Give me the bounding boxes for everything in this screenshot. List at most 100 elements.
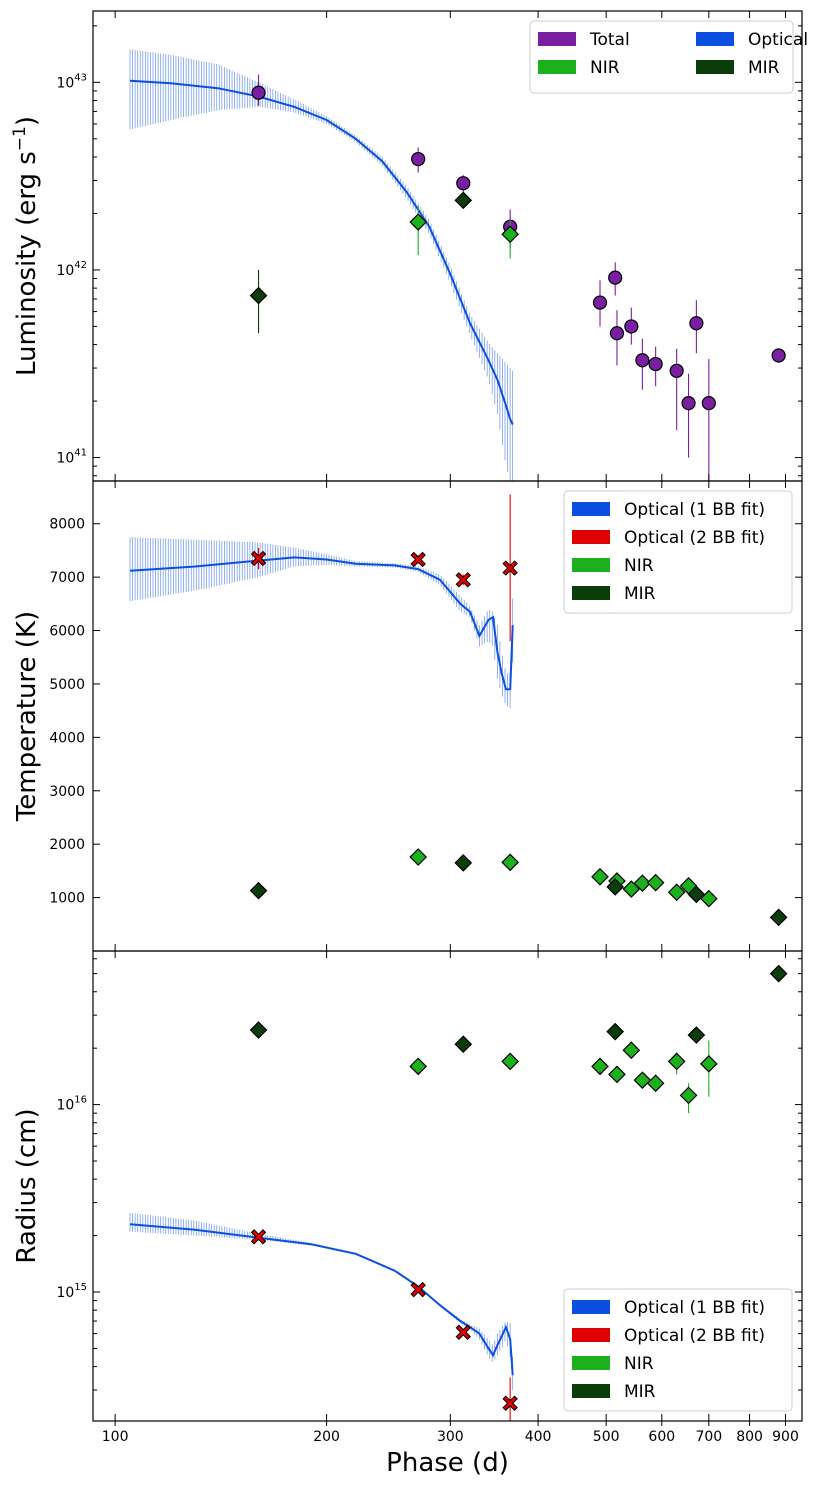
data-point: [409, 213, 428, 231]
legend-swatch: [572, 1384, 610, 1398]
luminosity-panel: 1041 1042 1043 Luminosity (erg s−1) Total Opt…: [10, 10, 808, 482]
y-tick-label: 1043: [56, 72, 87, 91]
legend-swatch: [572, 502, 610, 516]
data-point: [411, 151, 426, 167]
y-tick-label: 7000: [49, 570, 85, 586]
y-tick-label: 4000: [49, 730, 85, 746]
data-point: [689, 316, 704, 331]
data-point: [592, 295, 608, 310]
data-point: [624, 319, 639, 334]
temperature-y-axis-label: Temperature (K): [12, 611, 42, 822]
data-point: [699, 1054, 718, 1073]
y-tick-label: 1041: [56, 448, 87, 467]
series-luminosity-optical-band: [129, 49, 514, 481]
data-point: [501, 225, 520, 244]
series-radius-optical-2-bb-fit-: [250, 1229, 518, 1421]
data-point: [667, 883, 686, 902]
y-tick-label: 1000: [49, 891, 85, 907]
x-tick-label: 300: [437, 1429, 464, 1445]
series-luminosity-nir: [409, 205, 520, 259]
data-point: [250, 1229, 267, 1245]
legend-swatch: [572, 558, 610, 572]
x-tick-label: 900: [772, 1429, 799, 1445]
data-point: [646, 1074, 665, 1093]
x-tick-label: 600: [648, 1429, 675, 1445]
legend-swatch: [538, 60, 576, 74]
legend-box: [563, 1288, 793, 1412]
data-point: [454, 191, 473, 210]
data-point: [667, 1052, 686, 1071]
data-point: [609, 326, 625, 341]
series-temperature-nir: [409, 848, 718, 908]
series-temperature-optical-band: [129, 537, 514, 708]
temperature-panel: 1000 2000 3000 4000 5000 6000 7000 8000 Temperat…: [12, 480, 803, 952]
radius-legend: Optical (1 BB fit) Optical (2 BB fit) NIR M…: [563, 1288, 793, 1412]
series-luminosity-mir: [249, 191, 473, 334]
y-tick-label: 1016: [56, 1095, 87, 1114]
band-median-line: [129, 556, 514, 691]
data-point: [501, 853, 520, 872]
data-point: [679, 1086, 698, 1105]
x-tick-label: 700: [695, 1429, 722, 1445]
series-temperature-mir: [249, 854, 788, 927]
legend-label: Optical: [748, 30, 808, 50]
luminosity-x-ticks: [114, 11, 787, 481]
data-point: [622, 1041, 641, 1060]
radius-x-ticks: [114, 951, 787, 1421]
legend-label: Optical (2 BB fit): [624, 528, 765, 548]
legend-swatch: [572, 1328, 610, 1342]
series-radius-nir: [409, 1040, 718, 1114]
x-tick-label: 800: [736, 1429, 763, 1445]
data-point: [687, 885, 706, 904]
legend-swatch: [572, 586, 610, 600]
data-point: [456, 176, 471, 191]
series-luminosity-total: [251, 74, 786, 481]
y-tick-label: 6000: [49, 624, 85, 640]
legend-label: Optical (1 BB fit): [624, 500, 765, 520]
data-point: [591, 867, 609, 886]
legend-swatch: [538, 32, 576, 46]
data-point: [606, 878, 625, 896]
radius-axes-frame: [92, 950, 803, 1422]
legend-label: NIR: [590, 58, 620, 78]
legend-label: NIR: [624, 556, 654, 576]
x-tick-label: 500: [593, 1429, 620, 1445]
legend-swatch: [696, 32, 734, 46]
luminosity-y-axis: 1041 1042 1043: [56, 25, 802, 477]
luminosity-data: [129, 49, 786, 481]
data-point: [608, 270, 623, 285]
data-point: [606, 1022, 625, 1041]
radius-data: [129, 964, 788, 1421]
data-point: [454, 1035, 473, 1054]
x-tick-label: 400: [525, 1429, 552, 1445]
data-point: [769, 908, 788, 927]
data-point: [455, 1324, 471, 1340]
x-axis-label: Phase (d): [386, 1448, 509, 1478]
series-temperature-optical-2-bb-fit-: [250, 494, 518, 642]
data-point: [669, 363, 684, 378]
y-tick-label: 8000: [49, 517, 85, 533]
temperature-y-axis: 1000 2000 3000 4000 5000 6000 7000 8000: [49, 517, 802, 907]
series-radius-optical-band: [129, 1212, 514, 1391]
data-point: [769, 964, 788, 983]
temperature-x-ticks: [114, 481, 787, 951]
luminosity-legend: Total Optical NIR MIR: [529, 20, 808, 94]
temperature-data: [129, 494, 788, 927]
x-tick-label: 200: [313, 1429, 340, 1445]
data-point: [409, 1057, 428, 1076]
legend-label: MIR: [748, 58, 780, 78]
data-point: [635, 353, 650, 368]
data-point: [608, 1065, 626, 1084]
legend-label: Optical (2 BB fit): [624, 1326, 765, 1346]
radius-y-axis-label: Radius (cm): [12, 1108, 42, 1263]
legend-swatch: [572, 530, 610, 544]
legend-label: MIR: [624, 1382, 656, 1402]
data-point: [633, 874, 652, 893]
y-tick-label: 3000: [49, 784, 85, 800]
data-point: [251, 85, 266, 100]
band-median-line: [129, 79, 514, 425]
y-tick-label: 2000: [49, 837, 85, 853]
data-point: [648, 356, 663, 372]
data-point: [646, 873, 665, 892]
